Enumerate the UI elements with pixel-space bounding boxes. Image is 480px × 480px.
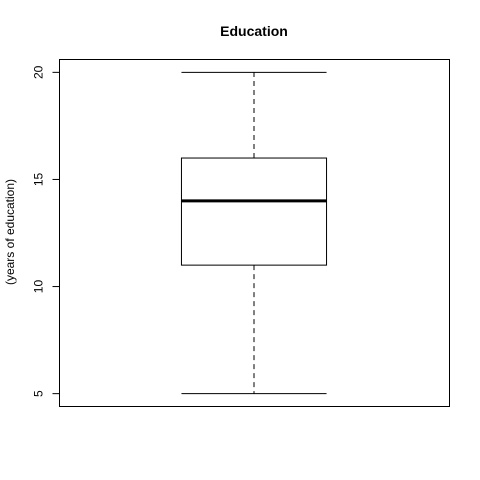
y-axis-label: (years of education) [3,179,17,285]
y-tick-label: 5 [32,390,46,397]
boxplot-group [180,71,328,395]
iqr-box [180,157,328,266]
y-tick-label: 10 [32,280,46,294]
y-tick-label: 15 [32,172,46,186]
y-tick-label: 20 [32,65,46,79]
chart-title: Education [220,23,288,39]
y-axis-ticks: 5 10 15 20 [32,65,60,397]
